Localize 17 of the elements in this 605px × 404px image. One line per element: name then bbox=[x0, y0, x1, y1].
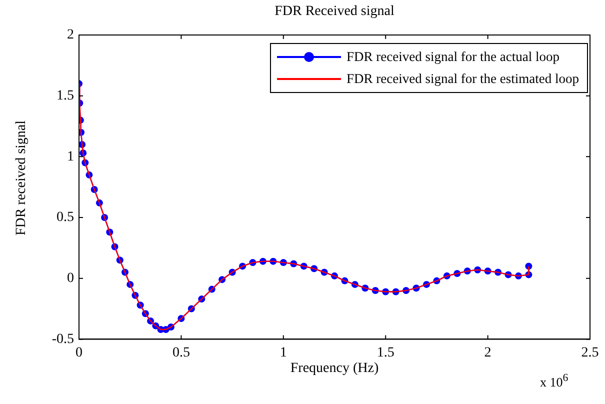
x-tick-label: 0.5 bbox=[172, 345, 190, 360]
x-axis-title: Frequency (Hz) bbox=[290, 361, 379, 376]
y-tick-label: 0 bbox=[67, 271, 74, 286]
y-tick-label: 2 bbox=[67, 28, 74, 43]
legend-label: FDR received signal for the estimated loop bbox=[346, 71, 579, 87]
y-tick-label: -0.5 bbox=[52, 332, 74, 347]
legend-label: FDR received signal for the actual loop bbox=[346, 49, 560, 65]
text: x 10$^{6}$ bbox=[540, 372, 568, 390]
x-tick-label: 1.5 bbox=[376, 345, 394, 360]
x-tick-label: 2 bbox=[484, 345, 492, 360]
x-tick-label: 2.5 bbox=[581, 345, 599, 360]
y-tick-label: 0.5 bbox=[56, 210, 74, 226]
chart-title: FDR Received signal bbox=[274, 4, 396, 20]
y-tick-label: 1.5 bbox=[56, 88, 74, 104]
y-tick-label: 1 bbox=[67, 149, 74, 164]
y-axis-title: FDR received signal bbox=[14, 119, 30, 238]
x-tick-label: 1 bbox=[280, 345, 287, 360]
